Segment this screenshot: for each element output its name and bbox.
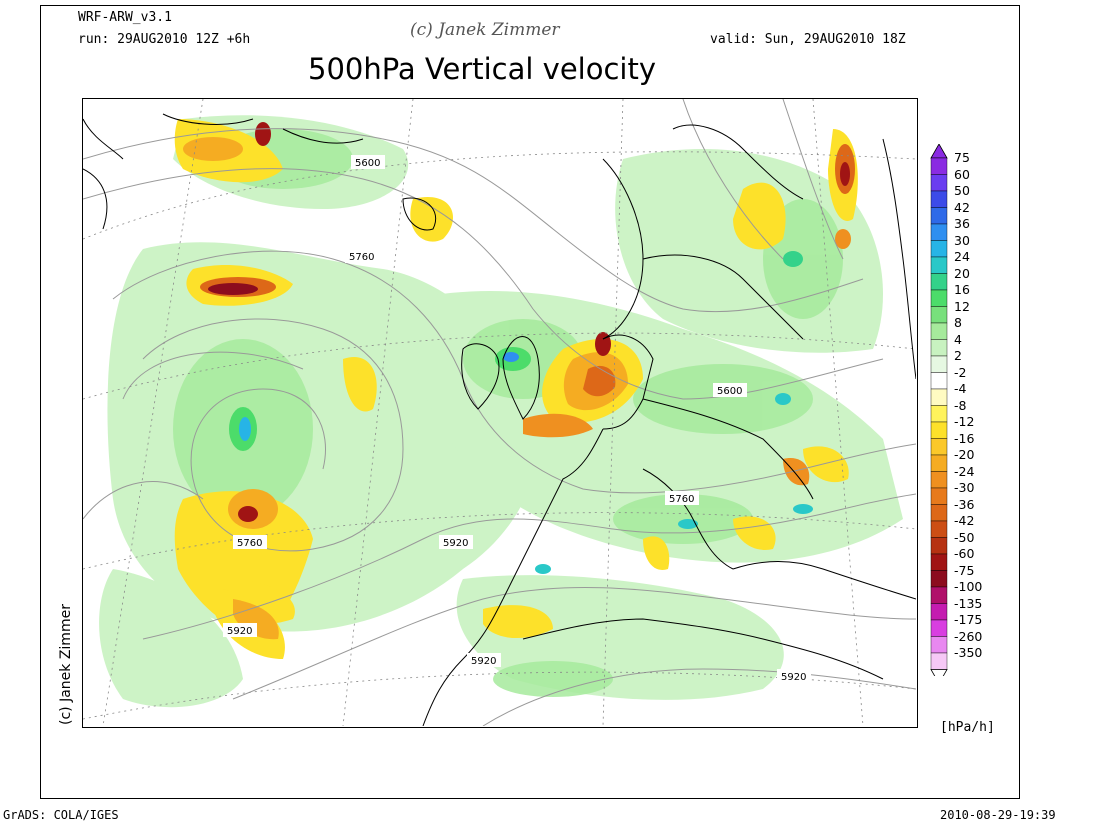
colorbar-tick-label: 30 xyxy=(954,232,970,248)
contour-label: 5760 xyxy=(349,252,374,263)
map-panel: 5600 5760 5760 5920 5920 5600 5760 5920 … xyxy=(82,98,918,728)
copyright-label: (c) Janek Zimmer xyxy=(410,20,560,40)
colorbar-tick-label: -2 xyxy=(954,364,967,380)
colorbar-tick-label: 8 xyxy=(954,315,962,330)
colorbar-swatches xyxy=(930,144,948,676)
colorbar-swatch xyxy=(930,355,948,373)
colorbar-swatch xyxy=(930,669,948,676)
colorbar-tick-label: 2 xyxy=(954,348,962,363)
colorbar-swatch xyxy=(930,322,948,340)
colorbar-tick-label: 24 xyxy=(954,249,970,264)
contour-label: 5600 xyxy=(717,386,742,397)
colorbar-tick-label: -135 xyxy=(954,595,983,611)
contour-label: 5920 xyxy=(781,672,806,683)
colorbar-tick-label: -60 xyxy=(954,546,975,561)
colorbar-tick-label: 60 xyxy=(954,166,970,182)
colorbar-tick-label: -16 xyxy=(954,430,975,446)
colorbar-tick-label: -350 xyxy=(954,645,983,660)
colorbar-swatch xyxy=(930,454,948,472)
colorbar-tick-label: -260 xyxy=(954,628,983,644)
colorbar-tick-label: 16 xyxy=(954,282,970,297)
colorbar-swatch xyxy=(930,388,948,406)
colorbar-swatch xyxy=(930,487,948,505)
colorbar-tick-label: -12 xyxy=(954,414,975,429)
colorbar-swatch xyxy=(930,520,948,538)
colorbar-swatch xyxy=(930,190,948,208)
colorbar-swatch xyxy=(930,372,948,390)
contour-label: 5760 xyxy=(237,538,262,549)
colorbar-tick-label: 4 xyxy=(954,331,962,347)
plot-frame xyxy=(40,5,1020,799)
colorbar-tick-label: -42 xyxy=(954,513,975,528)
colorbar-swatch xyxy=(930,438,948,456)
geopotential-contours xyxy=(83,99,916,726)
colorbar-tick-label: -24 xyxy=(954,463,975,479)
colorbar-tick-label: 42 xyxy=(954,199,970,215)
positive-field-strong xyxy=(229,251,813,574)
colorbar-tick-label: 12 xyxy=(954,298,970,314)
contour-label: 5920 xyxy=(227,626,252,637)
valid-time-label: valid: Sun, 29AUG2010 18Z xyxy=(710,32,906,47)
colorbar-swatch xyxy=(930,586,948,604)
colorbar-tick-label: 36 xyxy=(954,216,970,231)
colorbar-tick-label: -100 xyxy=(954,579,983,594)
colorbar-tick-label: -175 xyxy=(954,612,983,627)
colorbar-swatch xyxy=(930,652,948,670)
footer-left: GrADS: COLA/IGES xyxy=(3,808,119,822)
colorbar-swatch xyxy=(930,144,948,159)
colorbar-tick-label: 50 xyxy=(954,183,970,198)
colorbar-tick-label: -50 xyxy=(954,529,975,545)
colorbar-swatch xyxy=(930,603,948,621)
colorbar-swatch xyxy=(930,273,948,291)
colorbar: 75 60 50 42 36 30 24 20 16 12 8 4 2 -2 -4 -8 -12 -16 -20 -2… xyxy=(930,144,1010,676)
side-credit: (c) Janek Zimmer xyxy=(58,604,74,725)
run-label: run: 29AUG2010 12Z +6h xyxy=(78,32,251,47)
negative-field xyxy=(174,119,858,659)
contour-label: 5920 xyxy=(471,656,496,667)
colorbar-tick-label: -75 xyxy=(954,562,975,578)
map-title: 500hPa Vertical velocity xyxy=(308,52,657,86)
contour-label: 5600 xyxy=(355,158,380,169)
colorbar-swatch xyxy=(930,570,948,588)
colorbar-swatch xyxy=(930,504,948,522)
colorbar-tick-label: 20 xyxy=(954,265,970,281)
colorbar-swatch xyxy=(930,174,948,192)
colorbar-swatch xyxy=(930,207,948,225)
vertical-velocity-map: 5600 5760 5760 5920 5920 5600 5760 5920 … xyxy=(83,99,916,726)
colorbar-tick-label: 75 xyxy=(954,150,970,165)
colorbar-swatch xyxy=(930,636,948,654)
footer-right: 2010-08-29-19:39 xyxy=(940,808,1056,822)
colorbar-tick-label: -36 xyxy=(954,496,975,512)
colorbar-tick-label: -4 xyxy=(954,381,967,396)
coastlines xyxy=(83,113,916,726)
colorbar-tick-label: -20 xyxy=(954,447,975,462)
colorbar-tick-label: -8 xyxy=(954,397,967,413)
colorbar-swatch xyxy=(930,256,948,274)
colorbar-swatch xyxy=(930,223,948,241)
units-label: [hPa/h] xyxy=(940,720,995,735)
colorbar-swatch xyxy=(930,339,948,357)
contour-labels: 5600 5760 5760 5920 5920 5600 5760 5920 … xyxy=(223,155,811,683)
colorbar-swatch xyxy=(930,421,948,439)
colorbar-swatch xyxy=(930,537,948,555)
model-label: WRF-ARW_v3.1 xyxy=(78,10,172,25)
contour-label: 5760 xyxy=(669,494,694,505)
colorbar-swatch xyxy=(930,157,948,175)
colorbar-swatch xyxy=(930,240,948,258)
colorbar-swatch xyxy=(930,306,948,324)
colorbar-tick-label: -30 xyxy=(954,480,975,495)
colorbar-swatch xyxy=(930,405,948,423)
colorbar-swatch xyxy=(930,553,948,571)
colorbar-swatch xyxy=(930,619,948,637)
colorbar-swatch xyxy=(930,471,948,489)
colorbar-swatch xyxy=(930,289,948,307)
contour-label: 5920 xyxy=(443,538,468,549)
